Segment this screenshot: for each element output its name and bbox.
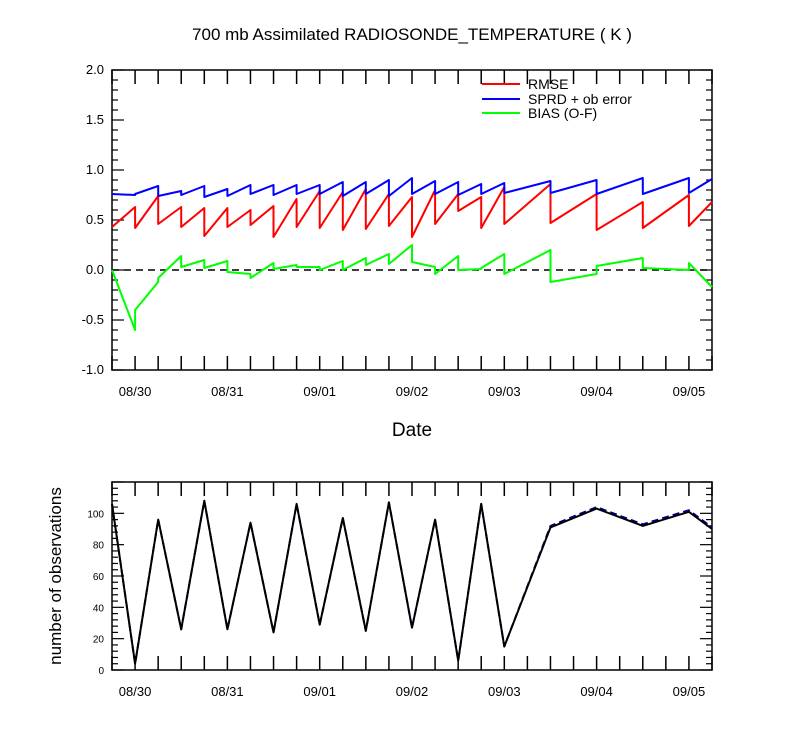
bottom-x-tick-label: 09/04 (580, 684, 613, 699)
bottom-y-tick-label: 20 (93, 635, 105, 646)
bottom-ticks: 08/30 08/31 09/01 09/02 09/03 09/04 09/05 0 20 40… (87, 481, 713, 699)
legend: RMSE SPRD + ob error BIAS (O-F) (482, 76, 632, 121)
top-x-tick-label: 08/31 (211, 384, 244, 399)
top-y-tick-label: -0.5 (82, 312, 104, 327)
bottom-x-tick-label: 09/01 (303, 684, 336, 699)
top-x-tick-label: 09/04 (580, 384, 613, 399)
top-y-tick-label: 0.5 (86, 212, 104, 227)
legend-item-sprd: SPRD + ob error (482, 91, 632, 107)
top-x-tick-label: 09/01 (303, 384, 336, 399)
legend-item-rmse: RMSE (482, 76, 568, 92)
top-x-tick-label: 08/30 (119, 384, 152, 399)
top-series-line-rmse (111, 183, 713, 238)
bottom-y-axis-title: number of observations (46, 487, 65, 665)
top-x-tick-label: 09/03 (488, 384, 521, 399)
legend-label-rmse: RMSE (528, 76, 568, 92)
top-x-tick-label: 09/02 (396, 384, 429, 399)
top-ticks: 08/30 08/31 09/01 09/02 09/03 09/04 09/05 -1.0 -… (82, 62, 713, 399)
top-series (111, 177, 713, 331)
top-series-line-bias-o-f (111, 244, 713, 331)
bottom-x-tick-label: 08/30 (119, 684, 152, 699)
bottom-chart: 08/30 08/31 09/01 09/02 09/03 09/04 09/05 0 20 40… (46, 481, 713, 699)
bottom-y-tick-label: 0 (98, 666, 104, 677)
top-y-tick-label: 1.5 (86, 112, 104, 127)
bottom-series-line-1 (111, 499, 713, 665)
bottom-y-tick-label: 60 (93, 572, 105, 583)
top-x-axis-title: Date (392, 420, 432, 441)
bottom-x-tick-label: 08/31 (211, 684, 244, 699)
bottom-x-tick-label: 09/05 (673, 684, 706, 699)
bottom-series-line-2 (111, 499, 713, 665)
top-y-tick-label: 1.0 (86, 162, 104, 177)
top-y-tick-label: -1.0 (82, 362, 104, 377)
bottom-y-tick-label: 100 (87, 509, 104, 520)
top-y-tick-label: 0.0 (86, 262, 104, 277)
top-chart: 08/30 08/31 09/01 09/02 09/03 09/04 09/05 -1.0 -… (82, 62, 713, 441)
legend-item-bias: BIAS (O-F) (482, 105, 597, 121)
top-series-line-sprd-ob-error (111, 177, 713, 198)
bottom-y-tick-label: 80 (93, 541, 105, 552)
bottom-series (111, 499, 713, 665)
top-x-tick-label: 09/05 (673, 384, 706, 399)
legend-label-bias: BIAS (O-F) (528, 105, 597, 121)
bottom-x-tick-label: 09/03 (488, 684, 521, 699)
top-y-tick-label: 2.0 (86, 62, 104, 77)
legend-label-sprd: SPRD + ob error (528, 91, 632, 107)
bottom-y-tick-label: 40 (93, 603, 105, 614)
chart-title: 700 mb Assimilated RADIOSONDE_TEMPERATUR… (192, 25, 632, 44)
bottom-x-tick-label: 09/02 (396, 684, 429, 699)
